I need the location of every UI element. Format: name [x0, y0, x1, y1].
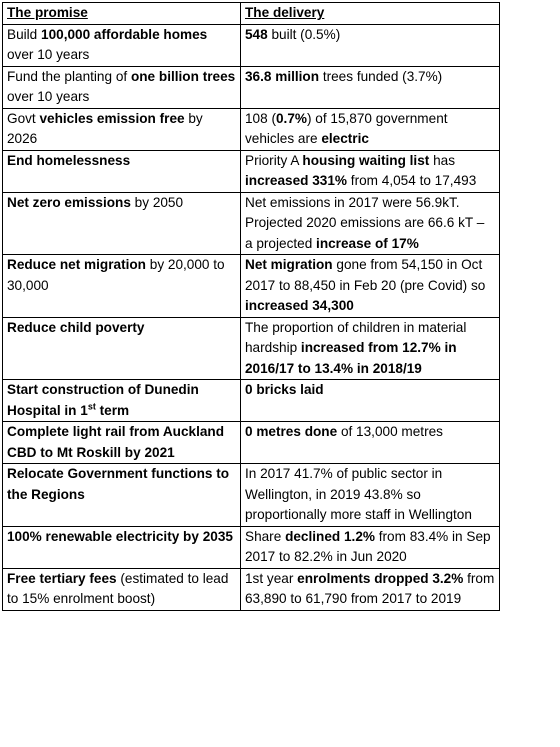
text-segment: enrolments dropped 3.2%	[297, 570, 464, 586]
table-row: Govt vehicles emission free by 2026 108 (…	[2, 107, 500, 151]
text-segment: by 20,000 to 30,000	[7, 257, 225, 293]
text-segment: by 2026	[7, 110, 203, 147]
text-segment: electric	[321, 131, 369, 146]
text-segment: Net emissions in 2017 were 56.9kT. Proje…	[245, 194, 485, 251]
text-segment: Start construction of Dunedin Hospital i…	[7, 382, 199, 418]
text-segment: The proportion of children in material h…	[245, 319, 467, 356]
text-segment: 0.7%	[275, 110, 307, 126]
text-segment: Reduce child poverty	[7, 319, 145, 335]
text-segment: declined 1.2%	[285, 528, 375, 544]
promise-cell: Net zero emissions by 2050	[2, 191, 241, 255]
text-segment: built (0.5%)	[267, 26, 341, 42]
table-row: Build 100,000 affordable homes over 10 y…	[2, 23, 500, 67]
text-segment: 0 bricks laid	[245, 382, 324, 397]
table-row: Free tertiary fees (estimated to lead to…	[2, 567, 500, 611]
text-segment: 36.8 million	[245, 68, 320, 84]
text-segment: over 10 years	[7, 47, 90, 62]
header-cell: The promise	[2, 2, 241, 25]
header-row: The promise The delivery	[2, 2, 500, 25]
promise-cell: Relocate Government functions to the Reg…	[2, 463, 241, 527]
text-segment: from 63,890 to 61,790 from 2017 to 2019	[245, 570, 495, 607]
promise-cell: Complete light rail from Auckland CBD to…	[2, 421, 241, 464]
text-segment: increased 34,300	[245, 298, 354, 313]
text-segment: increase of 17%	[316, 235, 419, 251]
text-segment: of 13,000 metres	[337, 424, 443, 439]
text-segment: Share	[245, 528, 286, 544]
text-segment: Relocate Government functions to the Reg…	[7, 466, 230, 502]
text-segment: vehicles emission free	[39, 110, 185, 126]
promise-cell: Free tertiary fees (estimated to lead to…	[2, 567, 241, 611]
delivery-cell: 0 bricks laid	[240, 379, 500, 422]
table-row: Reduce net migration by 20,000 to 30,000…	[2, 254, 500, 318]
delivery-cell: 108 (0.7%) of 15,870 government vehicles…	[240, 107, 500, 151]
text-segment: 1st year	[245, 570, 298, 586]
text-segment: 100% renewable electricity by 2035	[7, 528, 233, 544]
text-segment: End homelessness	[7, 152, 131, 168]
text-segment: increased from 12.7% in 2016/17 to 13.4%…	[245, 340, 457, 376]
text-segment: 100,000 affordable homes	[41, 26, 208, 42]
text-segment: by 2050	[130, 194, 184, 210]
text-segment: trees funded (3.7%)	[319, 68, 443, 84]
delivery-cell: Priority A housing waiting list has incr…	[240, 149, 500, 193]
text-segment: Govt	[7, 110, 40, 126]
promise-cell: Govt vehicles emission free by 2026	[2, 107, 241, 151]
table-row: Reduce child poverty The proportion of ch…	[2, 316, 500, 380]
text-segment: (estimated to lead to 15% enrolment boos…	[7, 570, 229, 607]
promise-cell: Reduce child poverty	[2, 316, 241, 380]
delivery-cell: In 2017 41.7% of public sector in Wellin…	[240, 463, 500, 527]
text-segment: over 10 years	[7, 89, 90, 104]
promise-cell: Build 100,000 affordable homes over 10 y…	[2, 23, 241, 67]
delivery-cell: 36.8 million trees funded (3.7%)	[240, 65, 500, 109]
text-segment: 108 (	[245, 110, 276, 126]
table-row: 100% renewable electricity by 2035 Share …	[2, 525, 500, 569]
text-segment: has	[429, 152, 455, 168]
delivery-cell: Net migration gone from 54,150 in Oct 20…	[240, 254, 500, 318]
text-segment: st	[87, 400, 96, 411]
table-row: Complete light rail from Auckland CBD to…	[2, 421, 500, 464]
text-segment: Reduce net migration	[7, 257, 146, 272]
text-segment: ) of 15,870 government vehicles are	[245, 110, 448, 147]
text-segment: Fund the planting of	[7, 68, 131, 84]
text-segment: increased 331%	[245, 173, 348, 188]
text-segment: 548	[245, 26, 268, 42]
text-segment: In 2017 41.7% of public sector in Wellin…	[245, 466, 472, 522]
delivery-cell: Net emissions in 2017 were 56.9kT. Proje…	[240, 191, 500, 255]
delivery-cell: 548 built (0.5%)	[240, 23, 500, 67]
header-cell: The delivery	[240, 2, 500, 25]
promise-table: The promise The delivery Build 100,000 aff…	[2, 2, 500, 611]
text-segment: Net zero emissions	[7, 194, 131, 210]
text-segment: Net migration	[245, 257, 333, 272]
table-row: End homelessness Priority A housing waiti…	[2, 149, 500, 193]
table-row: Fund the planting of one billion trees o…	[2, 65, 500, 109]
text-segment: housing waiting list	[302, 152, 430, 168]
text-segment: from 4,054 to 17,493	[347, 173, 477, 188]
text-segment: term	[95, 402, 130, 418]
table-row: Relocate Government functions to the Reg…	[2, 463, 500, 527]
text-segment: 0 metres done	[245, 424, 338, 439]
text-segment: gone from 54,150 in Oct 2017 to 88,450 i…	[245, 257, 486, 293]
delivery-cell: 0 metres done of 13,000 metres	[240, 421, 500, 464]
text-segment: Priority A	[245, 152, 303, 168]
promise-cell: End homelessness	[2, 149, 241, 193]
promise-cell: 100% renewable electricity by 2035	[2, 525, 241, 569]
delivery-cell: The proportion of children in material h…	[240, 316, 500, 380]
delivery-cell: Share declined 1.2% from 83.4% in Sep 20…	[240, 525, 500, 569]
text-segment: from 83.4% in Sep 2017 to 82.2% in Jun 2…	[245, 528, 491, 565]
promise-cell: Reduce net migration by 20,000 to 30,000	[2, 254, 241, 318]
text-segment: one billion trees	[130, 68, 236, 84]
promise-cell: Start construction of Dunedin Hospital i…	[2, 379, 241, 422]
delivery-cell: 1st year enrolments dropped 3.2% from 63…	[240, 567, 500, 611]
text-segment: Complete light rail from Auckland CBD to…	[7, 424, 225, 460]
table-row: Start construction of Dunedin Hospital i…	[2, 379, 500, 422]
table-row: Net zero emissions by 2050 Net emissions …	[2, 191, 500, 255]
promise-cell: Fund the planting of one billion trees o…	[2, 65, 241, 109]
text-segment: Build	[7, 26, 42, 42]
text-segment: Free tertiary fees	[7, 570, 117, 586]
